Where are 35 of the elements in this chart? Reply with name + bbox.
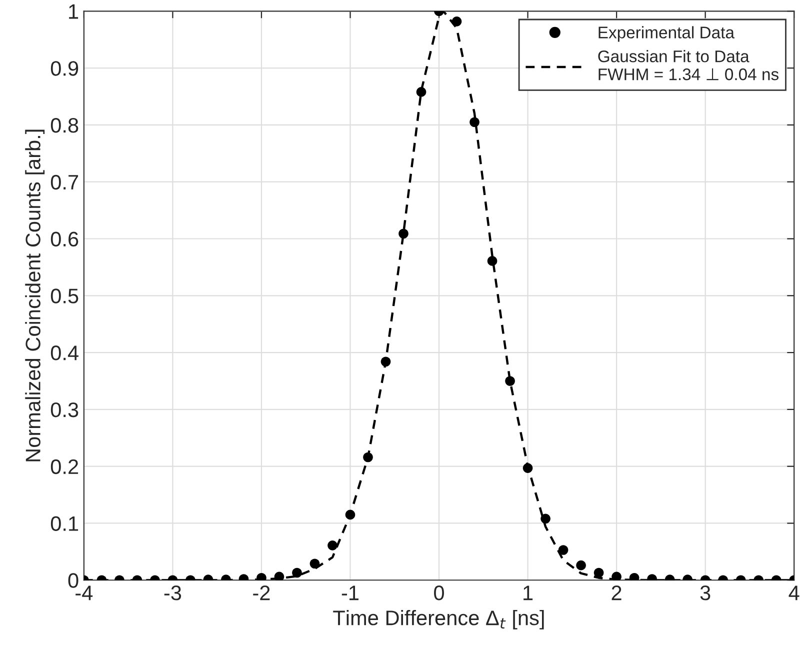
- point: [612, 572, 622, 580]
- legend-label: Gaussian Fit to Data FWHM = 1.34 ⊥ 0.04 ns: [598, 50, 778, 80]
- x-tick-label: 3: [700, 586, 710, 600]
- x-tick-label: 2: [612, 586, 622, 600]
- x-tick-label: -4: [76, 586, 93, 600]
- y-tick-label: 0.8: [50, 118, 78, 133]
- y-tick-label: 0.9: [50, 61, 78, 76]
- y-tick-label: 0.4: [50, 346, 78, 360]
- x-tick-label: 1: [524, 586, 533, 600]
- x-tick-label: -1: [342, 586, 358, 600]
- y-tick-label: 0.5: [50, 288, 78, 304]
- x-tick-label: -2: [253, 586, 270, 600]
- point: [470, 117, 480, 128]
- legend-label: Experimental Data: [598, 26, 734, 42]
- point: [505, 376, 515, 386]
- y-tick-label: 0.7: [50, 174, 78, 190]
- y-tick-label: 0.6: [50, 232, 78, 247]
- x-tick-label: 4: [788, 586, 800, 600]
- y-tick-label: 1: [69, 4, 78, 19]
- point: [363, 452, 373, 462]
- point: [452, 16, 462, 26]
- point: [398, 228, 408, 239]
- y-tick-label: 0: [68, 573, 78, 588]
- point: [380, 356, 391, 367]
- point: [522, 463, 533, 473]
- y-tick-label: 0.2: [50, 459, 78, 474]
- point: [487, 256, 498, 266]
- point: [274, 572, 284, 580]
- point: [416, 87, 426, 97]
- x-tick-label: 0: [434, 586, 444, 600]
- y-tick-label: 0.3: [50, 402, 78, 418]
- y-tick-label: 0.1: [50, 516, 78, 531]
- y-axis-title: Normalized Coincident Counts [arb.]: [25, 130, 45, 462]
- x-tick-label: -3: [164, 586, 182, 600]
- x-axis-title: Time Difference Δ$_{t}$ [ns]: [333, 610, 544, 630]
